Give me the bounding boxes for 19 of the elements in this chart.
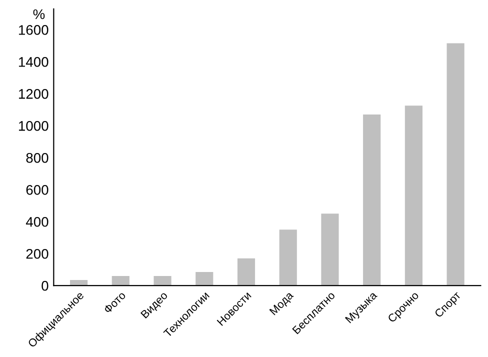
bar xyxy=(363,114,381,286)
bar xyxy=(196,272,214,286)
y-tick-label: 400 xyxy=(26,216,48,227)
bar xyxy=(321,214,339,286)
bar xyxy=(237,258,256,286)
bar xyxy=(404,106,422,286)
y-tick-label: 600 xyxy=(26,184,48,195)
y-axis-title: % xyxy=(33,9,45,20)
bar xyxy=(112,276,130,286)
y-tick-label: 1000 xyxy=(18,121,48,131)
y-tick-label: 0 xyxy=(42,280,48,291)
bar xyxy=(446,43,464,286)
y-tick-label: 800 xyxy=(26,152,48,163)
y-tick-label: 1600 xyxy=(18,25,48,35)
bar xyxy=(279,230,297,286)
y-tick-label: 1400 xyxy=(18,57,48,67)
y-tick-label: 1200 xyxy=(18,89,48,99)
bar xyxy=(154,276,172,286)
y-tick-label: 200 xyxy=(26,248,48,259)
